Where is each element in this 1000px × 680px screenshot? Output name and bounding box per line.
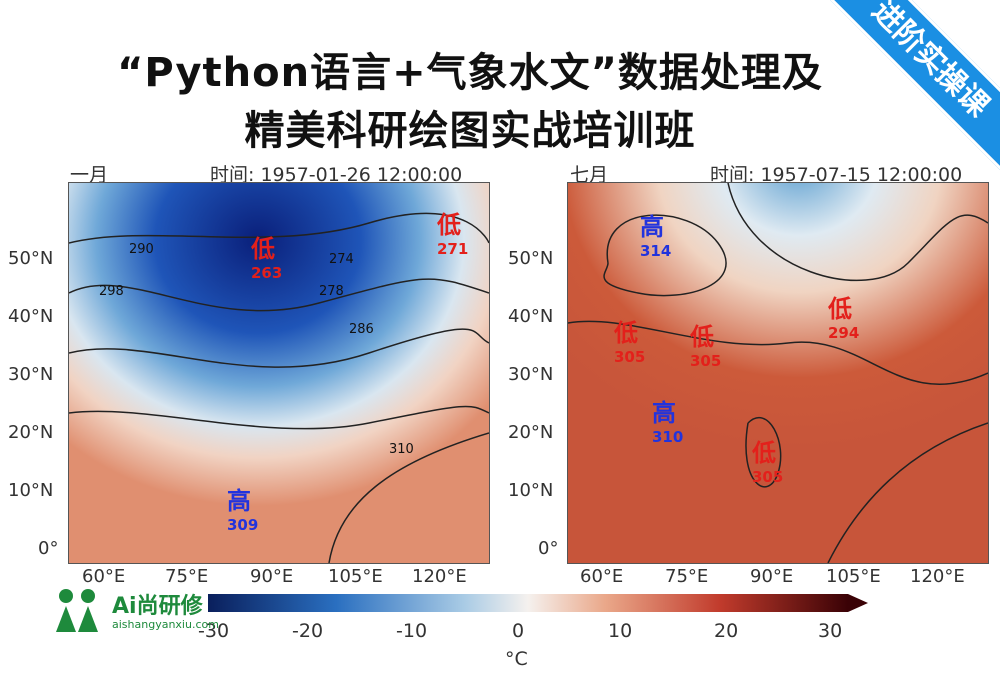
lat-tick: 10°N	[8, 480, 54, 501]
lat-tick: 30°N	[8, 364, 54, 385]
low-label: 低 271	[437, 211, 469, 258]
high-label: 高 314	[640, 213, 672, 260]
logo: Ai尚研修 aishangyanxiu.com	[52, 588, 219, 638]
low-label: 低 294	[828, 295, 860, 342]
low-label: 低 305	[690, 323, 722, 370]
logo-icon	[56, 589, 98, 632]
lat-tick: 10°N	[508, 480, 554, 501]
colorbar-tick: -20	[292, 620, 324, 642]
lon-tick: 120°E	[412, 566, 467, 587]
right-time: 时间: 1957-07-15 12:00:00	[710, 164, 963, 186]
low-label: 低 263	[251, 235, 283, 282]
right-month: 七月	[570, 164, 609, 186]
right-map-svg	[568, 183, 988, 563]
colorbar-tick: 30	[818, 620, 843, 642]
lon-tick: 105°E	[826, 566, 881, 587]
contour-label: 298	[99, 284, 124, 299]
logo-url: aishangyanxiu.com	[112, 618, 219, 631]
high-label: 高 310	[652, 399, 684, 446]
lat-tick: 0°	[538, 538, 559, 559]
contour-label: 274	[329, 252, 354, 267]
colorbar	[208, 594, 868, 612]
left-map-svg: 290 298 274 278 286 310	[69, 183, 489, 563]
lon-tick: 75°E	[165, 566, 209, 587]
colorbar-tick: 20	[714, 620, 739, 642]
lat-tick: 0°	[38, 538, 59, 559]
contour-label: 286	[349, 322, 374, 337]
lon-tick: 90°E	[250, 566, 294, 587]
lon-tick: 90°E	[750, 566, 794, 587]
lon-tick: 75°E	[665, 566, 709, 587]
title-line-1: “Python语言+气象水文”数据处理及	[117, 50, 823, 96]
left-map: 290 298 274 278 286 310 低 263 低 271 高 309	[68, 182, 490, 564]
lon-tick: 60°E	[82, 566, 126, 587]
logo-name: Ai尚研修	[112, 594, 203, 619]
low-label: 低 305	[752, 439, 784, 486]
left-time: 时间: 1957-01-26 12:00:00	[210, 164, 463, 186]
low-label: 低 305	[614, 319, 646, 366]
high-label: 高 309	[227, 487, 259, 534]
lat-tick: 50°N	[8, 248, 54, 269]
lat-tick: 20°N	[508, 422, 554, 443]
contour-label: 310	[389, 442, 414, 457]
colorbar-tick: -30	[198, 620, 230, 642]
colorbar-unit: °C	[505, 648, 528, 670]
lon-tick: 60°E	[580, 566, 624, 587]
colorbar-tick: 10	[608, 620, 633, 642]
lon-tick: 105°E	[328, 566, 383, 587]
colorbar-tick: 0	[512, 620, 525, 642]
lon-tick: 120°E	[910, 566, 965, 587]
colorbar-tick: -10	[396, 620, 428, 642]
left-month: 一月	[70, 164, 109, 186]
contour-label: 290	[129, 242, 154, 257]
contour-label: 278	[319, 284, 344, 299]
lat-tick: 40°N	[508, 306, 554, 327]
lat-tick: 30°N	[508, 364, 554, 385]
lat-tick: 20°N	[8, 422, 54, 443]
lat-tick: 50°N	[508, 248, 554, 269]
lat-tick: 40°N	[8, 306, 54, 327]
right-map: 高 314 低 305 低 305 低 294 高 310 低 305	[567, 182, 989, 564]
title-line-2: 精美科研绘图实战培训班	[244, 108, 696, 154]
